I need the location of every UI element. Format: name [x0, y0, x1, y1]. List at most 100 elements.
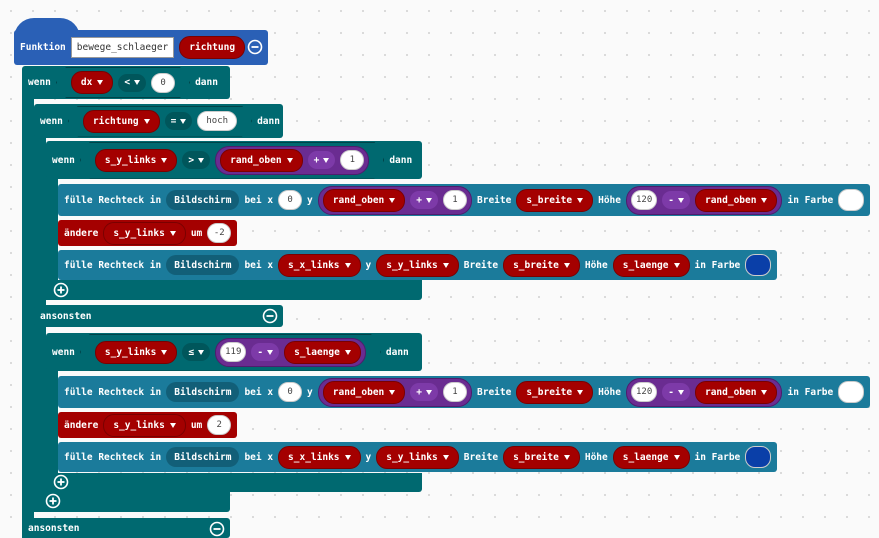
number-input[interactable]: 1 — [340, 150, 364, 170]
dropdown-arrow — [161, 158, 167, 163]
variable-dropdown[interactable]: s_y_links — [376, 445, 459, 469]
operator: = — [170, 115, 177, 127]
operator-dropdown[interactable]: > — [182, 151, 210, 169]
variable-dropdown[interactable]: s_y_links — [103, 221, 186, 245]
variable-dropdown[interactable]: rand_oben — [694, 188, 778, 212]
number-input[interactable]: 120 — [630, 382, 658, 402]
comparison: richtung = hoch — [68, 106, 252, 137]
label: in Farbe — [787, 386, 834, 398]
variable-dropdown[interactable]: s_breite — [516, 188, 594, 212]
dropdown-arrow — [198, 158, 204, 163]
operator: - — [668, 194, 674, 206]
variable-name: s_breite — [526, 194, 573, 206]
variable-dropdown[interactable]: s_laenge — [284, 341, 361, 364]
remove-branch-button[interactable] — [262, 308, 278, 324]
function-header: Funktion bewege_schlaeger richtung — [14, 30, 268, 65]
add-branch-button[interactable] — [53, 282, 69, 298]
fill-rect-block: fülle Rechteck in Bildschirm bei x s_x_link… — [58, 250, 778, 280]
screen-variable[interactable]: Bildschirm — [166, 190, 240, 210]
number-input[interactable]: -2 — [207, 223, 232, 243]
color-picker[interactable] — [838, 189, 865, 211]
icon-ring — [53, 282, 69, 298]
number-input[interactable]: 0 — [278, 382, 303, 402]
math-block: rand_oben +1 — [317, 377, 472, 407]
if-block: wenn richtung = hoch dann — [34, 104, 283, 138]
variable-name: s_y_links — [386, 451, 438, 463]
operator-dropdown[interactable]: ≤ — [182, 343, 210, 361]
variable-dropdown[interactable]: rand_oben — [220, 149, 302, 172]
operator: + — [313, 154, 320, 166]
dropdown-arrow — [577, 389, 584, 395]
variable-dropdown[interactable]: s_laenge — [612, 445, 690, 469]
add-branch-button[interactable] — [45, 493, 61, 509]
remove-branch-button[interactable] — [247, 39, 263, 55]
label: wenn — [52, 346, 75, 358]
variable-name: s_y_links — [113, 419, 165, 431]
variable-dropdown[interactable]: dx — [71, 71, 113, 94]
icon-ring — [262, 308, 278, 324]
variable-dropdown[interactable]: s_laenge — [612, 253, 690, 277]
variable-dropdown[interactable]: s_breite — [503, 253, 580, 277]
dropdown-arrow — [442, 262, 449, 268]
dropdown-arrow — [389, 389, 396, 395]
label: Breite — [463, 259, 499, 271]
operator-dropdown[interactable]: + — [410, 383, 438, 401]
variable-name: rand_oben — [704, 386, 757, 398]
variable-dropdown[interactable]: s_x_links — [278, 253, 361, 277]
variable-dropdown[interactable]: s_x_links — [278, 445, 361, 469]
screen-name: Bildschirm — [174, 194, 232, 206]
add-branch-button[interactable] — [53, 474, 69, 490]
label: y — [365, 259, 372, 271]
label: dann — [389, 154, 413, 166]
remove-branch-button[interactable] — [209, 521, 225, 537]
operator-dropdown[interactable]: < — [118, 74, 146, 92]
variable-dropdown[interactable]: s_y_links — [103, 413, 186, 437]
number-input[interactable]: 1 — [443, 190, 467, 210]
math-block: 120- rand_oben — [625, 377, 783, 407]
label: ansonsten — [40, 310, 92, 322]
dropdown-arrow — [161, 350, 167, 355]
operator-dropdown[interactable]: + — [308, 151, 336, 169]
variable-dropdown[interactable]: rand_oben — [694, 380, 778, 404]
math-block: rand_oben +1 — [317, 185, 472, 215]
variable-dropdown[interactable]: rand_oben — [322, 188, 406, 212]
color-picker[interactable] — [745, 254, 772, 276]
operator-dropdown[interactable]: - — [662, 191, 690, 209]
block-body — [34, 492, 230, 512]
operator-dropdown[interactable]: = — [165, 112, 193, 130]
function-name-input[interactable]: bewege_schlaeger — [70, 37, 175, 58]
color-picker[interactable] — [745, 446, 772, 468]
variable-dropdown[interactable]: s_y_links — [95, 149, 177, 172]
operator-dropdown[interactable]: + — [410, 191, 438, 209]
label: y — [365, 451, 372, 463]
screen-variable[interactable]: Bildschirm — [166, 255, 240, 275]
operator-dropdown[interactable]: - — [251, 343, 279, 361]
variable-dropdown[interactable]: s_breite — [516, 380, 594, 404]
color-picker[interactable] — [838, 381, 865, 403]
parameter[interactable]: richtung — [179, 36, 246, 59]
string-input[interactable]: hoch — [197, 111, 237, 131]
label: fülle Rechteck in — [64, 386, 162, 398]
variable-dropdown[interactable]: s_y_links — [376, 253, 459, 277]
variable-dropdown[interactable]: s_breite — [503, 445, 580, 469]
number-input[interactable]: 120 — [630, 190, 658, 210]
label: wenn — [28, 77, 51, 88]
variable-dropdown[interactable]: rand_oben — [322, 380, 406, 404]
number-input[interactable]: 0 — [151, 73, 175, 93]
screen-variable[interactable]: Bildschirm — [166, 447, 240, 467]
operator-dropdown[interactable]: - — [662, 383, 690, 401]
label: wenn — [52, 154, 75, 166]
block-body — [46, 473, 422, 492]
variable-name: s_y_links — [104, 346, 157, 358]
variable-dropdown[interactable]: richtung — [83, 110, 160, 133]
variable-name: rand_oben — [704, 194, 757, 206]
number-input[interactable]: 2 — [207, 415, 232, 435]
block-body — [46, 280, 422, 300]
label: fülle Rechteck in — [64, 194, 162, 206]
screen-variable[interactable]: Bildschirm — [166, 382, 240, 402]
number-input[interactable]: 1 — [443, 382, 467, 402]
variable-name: s_breite — [526, 386, 573, 398]
number-input[interactable]: 0 — [278, 190, 303, 210]
number-input[interactable]: 119 — [220, 342, 246, 362]
variable-dropdown[interactable]: s_y_links — [95, 341, 177, 364]
